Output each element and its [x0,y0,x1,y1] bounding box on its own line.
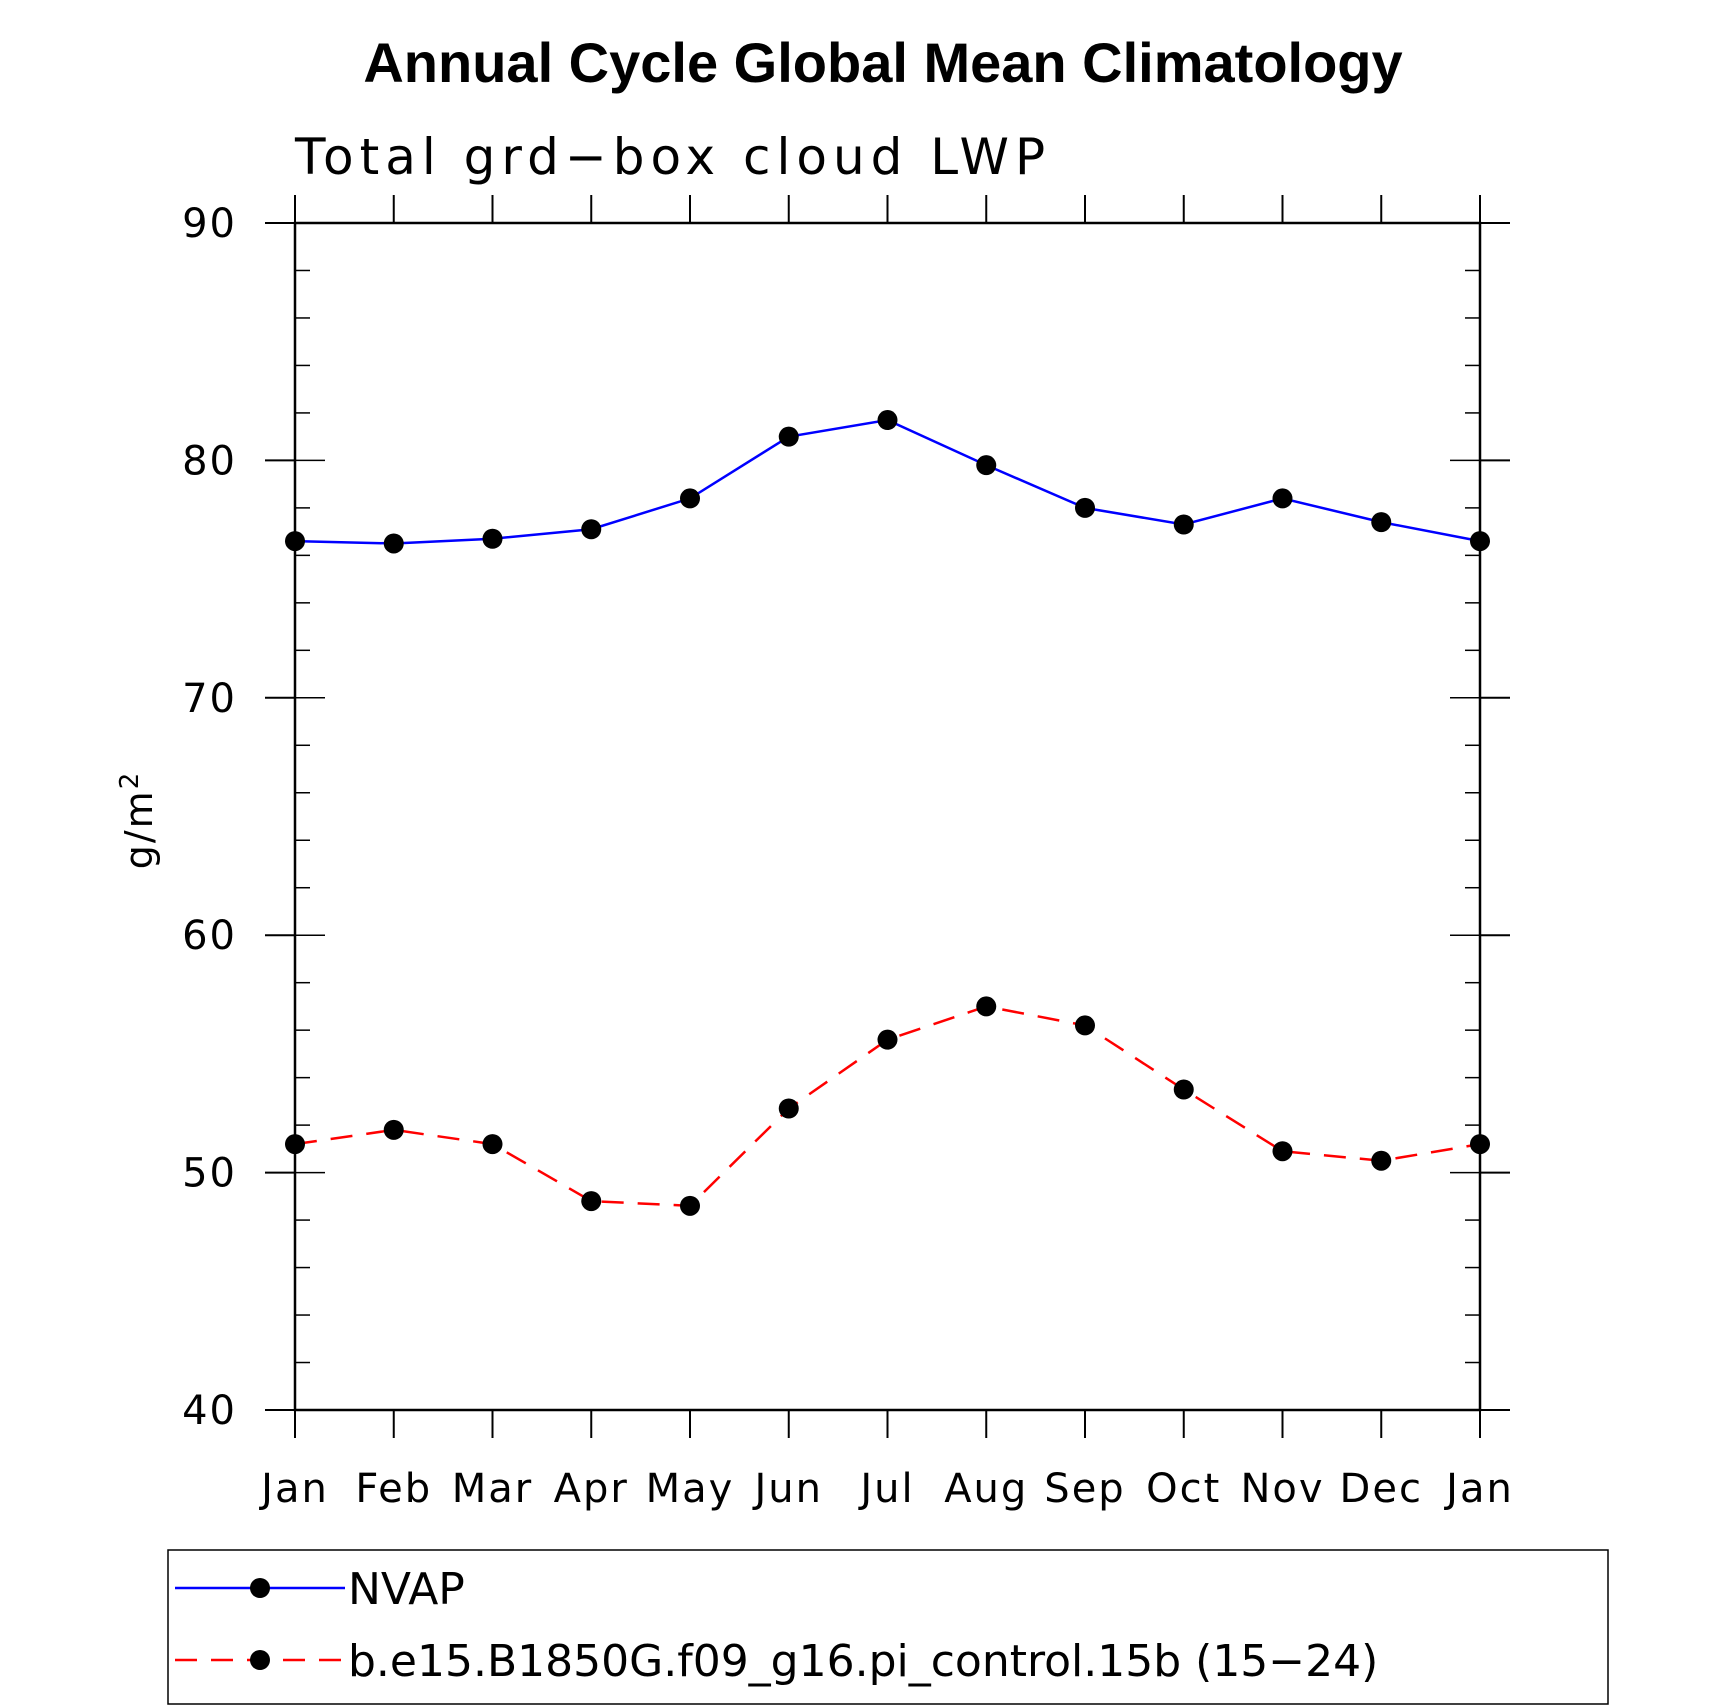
data-point [680,488,700,509]
data-point [976,455,997,476]
data-point [1173,514,1194,535]
data-point [1470,531,1490,552]
data-point [482,1134,503,1155]
series-line [294,418,1481,545]
data-point [285,531,305,552]
y-tick-label: 70 [182,676,237,722]
data-point [383,533,404,554]
x-tick-label: Jul [857,1466,914,1512]
chart-title: Annual Cycle Global Mean Climatology [363,31,1402,94]
y-tick-label: 80 [182,438,237,484]
chart-subtitle: Total grd−box cloud LWP [294,128,1051,186]
y-axis-label-exponent: 2 [115,771,145,790]
data-point [383,1119,404,1140]
x-tick-label: Jun [752,1466,824,1512]
x-tick-label: Nov [1240,1466,1324,1512]
legend-marker [250,1578,270,1598]
y-tick-label: 50 [182,1151,237,1197]
data-point [976,996,997,1017]
legend-box [167,1549,1609,1705]
x-tick-label: Sep [1044,1466,1125,1512]
data-point [877,1029,898,1050]
x-tick-label: Dec [1340,1466,1423,1512]
x-tick-label: Apr [554,1466,629,1512]
x-tick-label: Aug [944,1466,1028,1512]
data-point [482,528,503,549]
x-tick-label: Jan [258,1466,329,1512]
data-point [1075,497,1095,518]
data-point [581,1191,602,1212]
data-point [1272,1141,1293,1162]
y-axis-ticks [265,222,1510,1411]
x-axis-ticks [294,195,1481,1438]
plot-frame [293,221,1482,1412]
data-point [1272,488,1293,509]
x-tick-label: Mar [452,1466,533,1512]
data-point [680,1195,700,1216]
legend-label: NVAP [348,1564,465,1615]
data-point [1075,1015,1095,1036]
data-point [581,519,602,540]
y-tick-label: 90 [182,201,237,247]
legend-entry-2: b.e15.B1850G.f09_g16.pi_control.15b (15−… [175,1636,1378,1687]
legend-label: b.e15.B1850G.f09_g16.pi_control.15b (15−… [348,1636,1378,1687]
data-point [778,1098,799,1119]
y-tick-label: 60 [182,913,237,959]
series-1 [285,410,1490,554]
data-point [877,410,898,431]
plot-axes [293,221,1482,1412]
data-point [1470,1134,1490,1155]
data-point [1371,512,1392,533]
legend: NVAP b.e15.B1850G.f09_g16.pi_control.15b … [167,1549,1609,1705]
legend-marker [250,1650,270,1670]
x-tick-label: Jan [1443,1466,1514,1512]
y-axis-label-unit: g/m [117,789,161,869]
legend-entries: NVAP b.e15.B1850G.f09_g16.pi_control.15b … [175,1564,1378,1687]
series-2 [285,996,1490,1216]
data-point [1371,1150,1392,1171]
legend-entry-1: NVAP [175,1564,465,1615]
x-tick-label: Feb [355,1466,432,1512]
y-tick-label: 40 [182,1388,237,1434]
data-point [778,426,799,447]
y-axis-label: g/m2 [115,771,161,870]
data-point [1173,1079,1194,1100]
x-axis-tick-labels: Jan Feb Mar Apr May Jun Jul Aug Sep Oct Nov Dec Jan [258,1466,1514,1512]
series-layer [285,410,1490,1216]
data-point [285,1134,305,1155]
y-axis-tick-labels: 40 50 60 70 80 90 [182,201,237,1434]
x-tick-label: May [646,1466,735,1512]
x-tick-label: Oct [1146,1466,1221,1512]
